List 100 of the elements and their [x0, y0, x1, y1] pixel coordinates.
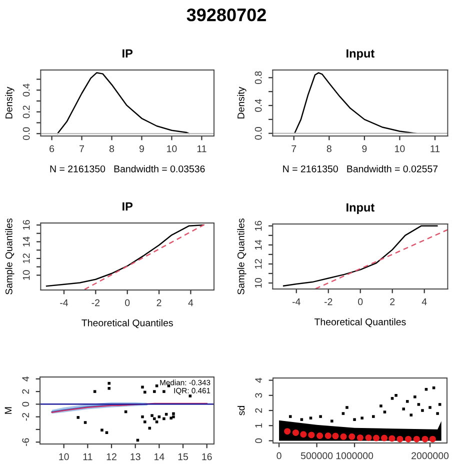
x-tick-label: 0 — [358, 298, 363, 306]
point — [422, 436, 428, 442]
x-tick-label: 1000000 — [336, 452, 374, 460]
x-tick-label: 8 — [326, 145, 332, 152]
x-tick-label: 16 — [202, 453, 212, 460]
y-tick-label: 14 — [22, 236, 30, 246]
point — [150, 414, 154, 417]
point — [414, 396, 416, 398]
y-axis-title: sd — [238, 406, 245, 416]
x-tick-label: 10 — [395, 145, 405, 152]
x-tick-label: 0 — [276, 452, 282, 460]
y-tick-label: 0 — [255, 438, 262, 444]
point — [353, 418, 356, 421]
point — [162, 417, 166, 420]
point — [438, 403, 442, 406]
chart-title: IP — [122, 202, 133, 210]
point — [153, 390, 156, 393]
point — [356, 434, 364, 441]
x-axis-title: N = 2161350 Bandwidth = 0.02557 — [283, 165, 438, 172]
point — [332, 432, 339, 440]
point — [383, 410, 386, 414]
x-tick-label: 12 — [106, 453, 116, 460]
point — [429, 436, 436, 442]
x-tick-label: 11 — [430, 145, 440, 152]
text: 39280702 — [186, 8, 266, 22]
y-tick-label: 4 — [255, 378, 262, 383]
line-series — [46, 224, 204, 287]
x-tick-label: 15 — [178, 453, 188, 460]
y-axis-title: Sample Quantiles — [5, 218, 14, 294]
x-tick-label: 2000000 — [412, 452, 449, 460]
x-tick-label: -4 — [292, 298, 300, 306]
y-tick-label: 3 — [255, 393, 262, 398]
point — [143, 420, 146, 424]
x-tick-label: 13 — [130, 453, 140, 460]
point — [172, 412, 175, 416]
x-tick-label: 0 — [125, 299, 130, 306]
point — [108, 386, 111, 390]
x-axis-title: Theoretical Quantiles — [82, 319, 173, 328]
point — [309, 416, 312, 420]
x-tick-label: 11 — [83, 453, 92, 460]
point — [365, 434, 372, 441]
x-tick-label: 8 — [109, 145, 114, 152]
point — [340, 433, 347, 440]
y-tick-label: 14 — [254, 240, 262, 250]
x-tick-label: -2 — [92, 299, 100, 306]
chart-title: Input — [346, 203, 374, 214]
point — [396, 436, 404, 442]
point — [394, 394, 398, 397]
point — [342, 412, 345, 415]
y-tick-label: 4 — [22, 376, 29, 382]
point — [405, 436, 412, 442]
point — [288, 415, 292, 418]
x-tick-label: 14 — [154, 453, 164, 460]
x-tick-label: 2 — [156, 299, 162, 306]
y-axis-title: M — [4, 407, 12, 414]
point — [413, 436, 420, 442]
point — [373, 434, 380, 442]
point — [170, 416, 172, 420]
x-tick-label: 4 — [188, 299, 194, 306]
x-axis-title: N = 2161350 Bandwidth = 0.03536 — [50, 165, 205, 172]
y-tick-label: 0.8 — [254, 71, 262, 84]
x-tick-label: 7 — [292, 145, 296, 152]
point — [388, 435, 396, 442]
x-tick-label: 7 — [80, 145, 84, 152]
y-tick-label: 0 — [22, 402, 30, 407]
x-tick-label: 10 — [59, 453, 69, 460]
point — [421, 409, 424, 412]
y-tick-label: 12 — [22, 254, 30, 264]
x-tick-label: 9 — [139, 145, 144, 152]
point — [330, 420, 334, 422]
y-tick-label: 12 — [254, 259, 262, 269]
point — [316, 432, 324, 439]
x-tick-label: 10 — [167, 145, 177, 152]
y-tick-label: 0.0 — [254, 126, 262, 140]
y-tick-label: 10 — [22, 270, 30, 280]
point — [188, 394, 192, 398]
point — [390, 397, 394, 400]
y-tick-label: 1 — [255, 423, 262, 428]
point — [372, 415, 375, 418]
line-series — [56, 72, 190, 134]
point — [346, 406, 348, 409]
point — [360, 416, 364, 420]
x-tick-label: -2 — [324, 298, 332, 306]
y-tick-label: 0.2 — [22, 106, 30, 118]
y-tick-label: -6 — [22, 438, 30, 446]
line-series — [51, 402, 208, 414]
y-tick-label: 0.4 — [254, 99, 262, 112]
point — [292, 429, 299, 436]
point — [143, 390, 146, 394]
y-tick-label: 2 — [22, 389, 29, 394]
point — [308, 432, 315, 438]
point — [402, 408, 405, 410]
point — [406, 400, 409, 403]
chart-title: IP — [122, 49, 133, 58]
x-tick-label: 500000 — [300, 452, 333, 460]
point — [380, 404, 382, 408]
chart-title: Input — [346, 49, 374, 60]
x-tick-label: 2 — [390, 298, 395, 306]
point — [93, 390, 96, 393]
y-axis-title: Density — [5, 86, 14, 118]
